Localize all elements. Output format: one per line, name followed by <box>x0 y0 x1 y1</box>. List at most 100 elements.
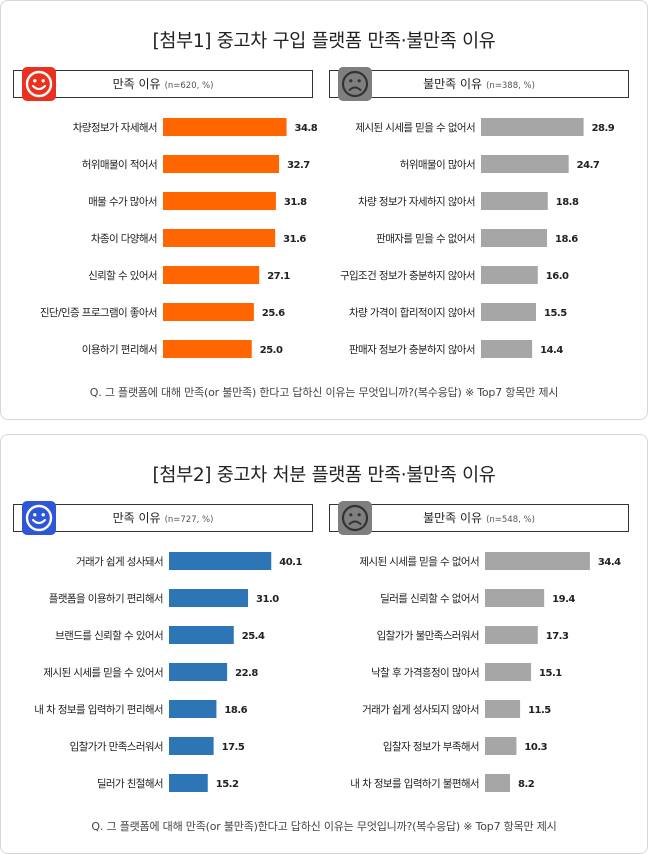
bar <box>169 552 272 570</box>
value-label: 25.0 <box>260 345 283 356</box>
category-label: 딜러를 신뢰할 수 없어서 <box>380 592 479 605</box>
value-label: 11.5 <box>528 705 551 716</box>
panel-sample-size: (n=620, %) <box>164 81 214 91</box>
section-card-sale: [첨부2] 중고차 처분 플랫폼 만족·불만족 이유 만족 이유 (n=727, … <box>0 434 648 854</box>
value-label: 17.3 <box>546 631 569 642</box>
category-label: 판매자 정보가 충분하지 않아서 <box>349 343 475 356</box>
bar <box>169 737 214 755</box>
category-label: 입찰가가 만족스러워서 <box>70 740 163 753</box>
bar <box>481 192 548 210</box>
value-label: 40.1 <box>279 557 302 568</box>
bar <box>481 266 538 284</box>
category-label: 입찰자 정보가 부족해서 <box>383 740 479 753</box>
bar-chart: 제시된 시세를 믿을 수 없어서 34.4 딜러를 신뢰할 수 없어서 19.4 입찰가… <box>350 552 622 792</box>
value-label: 27.1 <box>267 271 290 282</box>
category-label: 제시된 시세를 믿을 수 없어서 <box>359 555 479 568</box>
panel-header: 만족 이유 (n=727, %) <box>13 501 313 535</box>
category-label: 허위매물이 많아서 <box>400 158 475 171</box>
value-label: 34.8 <box>295 123 318 134</box>
category-label: 차종이 다양해서 <box>91 232 157 245</box>
category-label: 브랜드를 신뢰할 수 있어서 <box>55 630 163 642</box>
bar <box>169 589 249 607</box>
bar <box>169 700 217 718</box>
value-label: 15.5 <box>544 308 567 319</box>
value-label: 17.5 <box>222 742 245 753</box>
category-label: 차량정보가 자세해서 <box>73 121 157 134</box>
category-label: 딜러가 친절해서 <box>97 777 163 790</box>
category-label: 입찰가가 불만족스러워서 <box>377 629 479 642</box>
section-title: [첨부1] 중고차 구입 플랫폼 만족·불만족 이유 <box>152 31 496 52</box>
bar-chart: 제시된 시세를 믿을 수 없어서 28.9 허위매물이 많아서 24.7 차량 정보가 … <box>340 118 615 358</box>
bar <box>169 626 234 644</box>
category-label: 제시된 시세를 믿을 수 있어서 <box>43 667 163 679</box>
bar <box>485 626 538 644</box>
survey-question-note: Q. 그 플랫폼에 대해 만족(or 불만족) 한다고 답하신 이유는 무엇입니… <box>89 386 559 399</box>
bar <box>481 340 533 358</box>
bar <box>485 774 511 792</box>
bar <box>169 774 208 792</box>
bar <box>485 700 521 718</box>
sad-face-icon <box>338 501 372 535</box>
category-label: 내 차 정보를 입력하기 편리해서 <box>34 703 163 716</box>
value-label: 8.2 <box>518 779 535 790</box>
category-label: 거래가 쉽게 성사돼서 <box>76 556 163 568</box>
sad-face-icon <box>338 67 372 101</box>
value-label: 14.4 <box>540 345 563 356</box>
bar <box>163 118 287 136</box>
bar <box>163 229 276 247</box>
panel-title: 만족 이유 <box>112 77 161 91</box>
smiley-face-icon <box>22 67 56 101</box>
bar <box>485 589 545 607</box>
bar <box>163 303 254 321</box>
panel-header: 불만족 이유 (n=388, %) <box>329 67 629 101</box>
bar <box>163 155 280 173</box>
bar <box>169 663 228 681</box>
section-title: [첨부2] 중고차 처분 플랫폼 만족·불만족 이유 <box>152 465 496 486</box>
category-label: 이용하기 편리해서 <box>82 343 157 356</box>
bar <box>481 155 569 173</box>
category-label: 판매자를 믿을 수 없어서 <box>376 232 475 245</box>
category-label: 진단/인증 프로그램이 좋아서 <box>40 307 157 319</box>
panel-title: 불만족 이유 <box>423 77 483 91</box>
panel-sample-size: (n=727, %) <box>164 515 214 525</box>
panel-dissatisfaction: 불만족 이유 (n=388, %) 제시된 시세를 믿을 수 없어서 28.9 허위매… <box>329 67 629 358</box>
panel-header: 만족 이유 (n=620, %) <box>13 67 313 101</box>
panel-sample-size: (n=388, %) <box>486 81 535 91</box>
value-label: 19.4 <box>552 594 575 605</box>
value-label: 22.8 <box>235 668 258 679</box>
category-label: 매물 수가 많아서 <box>88 196 157 208</box>
panel-sample-size: (n=548, %) <box>486 515 535 525</box>
smiley-face-icon <box>22 501 56 535</box>
value-label: 18.8 <box>556 197 579 208</box>
category-label: 허위매물이 적어서 <box>82 158 157 171</box>
bar <box>481 303 537 321</box>
bar <box>163 192 276 210</box>
section-card-purchase: [첨부1] 중고차 구입 플랫폼 만족·불만족 이유 만족 이유 (n=620, … <box>0 0 648 420</box>
panel-header: 불만족 이유 (n=548, %) <box>329 501 629 535</box>
bar <box>163 266 260 284</box>
panel-satisfaction: 만족 이유 (n=620, %) 차량정보가 자세해서 34.8 허위매물이 적어서 3… <box>13 67 318 358</box>
bar-chart: 차량정보가 자세해서 34.8 허위매물이 적어서 32.7 매물 수가 많아서 31.8… <box>40 118 318 358</box>
value-label: 15.2 <box>216 779 239 790</box>
category-label: 차량 정보가 자세하지 않아서 <box>358 195 475 208</box>
value-label: 15.1 <box>539 668 562 679</box>
category-label: 차량 가격이 합리적이지 않아서 <box>349 306 475 319</box>
value-label: 10.3 <box>524 742 547 753</box>
value-label: 25.6 <box>262 308 285 319</box>
panel-satisfaction: 만족 이유 (n=727, %) 거래가 쉽게 성사돼서 40.1 플랫폼을 이용하기… <box>13 501 313 792</box>
value-label: 25.4 <box>242 631 265 642</box>
category-label: 내 차 정보를 입력하기 불편해서 <box>350 777 479 790</box>
bar <box>485 737 517 755</box>
value-label: 34.4 <box>598 557 621 568</box>
bar-chart: 거래가 쉽게 성사돼서 40.1 플랫폼을 이용하기 편리해서 31.0 브랜드를 신뢰… <box>34 552 303 792</box>
category-label: 낙찰 후 가격흥정이 많아서 <box>371 666 479 679</box>
bar <box>481 229 548 247</box>
bar <box>485 663 532 681</box>
panel-title: 불만족 이유 <box>423 511 483 525</box>
value-label: 18.6 <box>555 234 578 245</box>
bar <box>485 552 590 570</box>
category-label: 제시된 시세를 믿을 수 없어서 <box>355 121 475 134</box>
category-label: 플랫폼을 이용하기 편리해서 <box>49 592 163 605</box>
value-label: 31.8 <box>284 197 307 208</box>
value-label: 32.7 <box>287 160 310 171</box>
